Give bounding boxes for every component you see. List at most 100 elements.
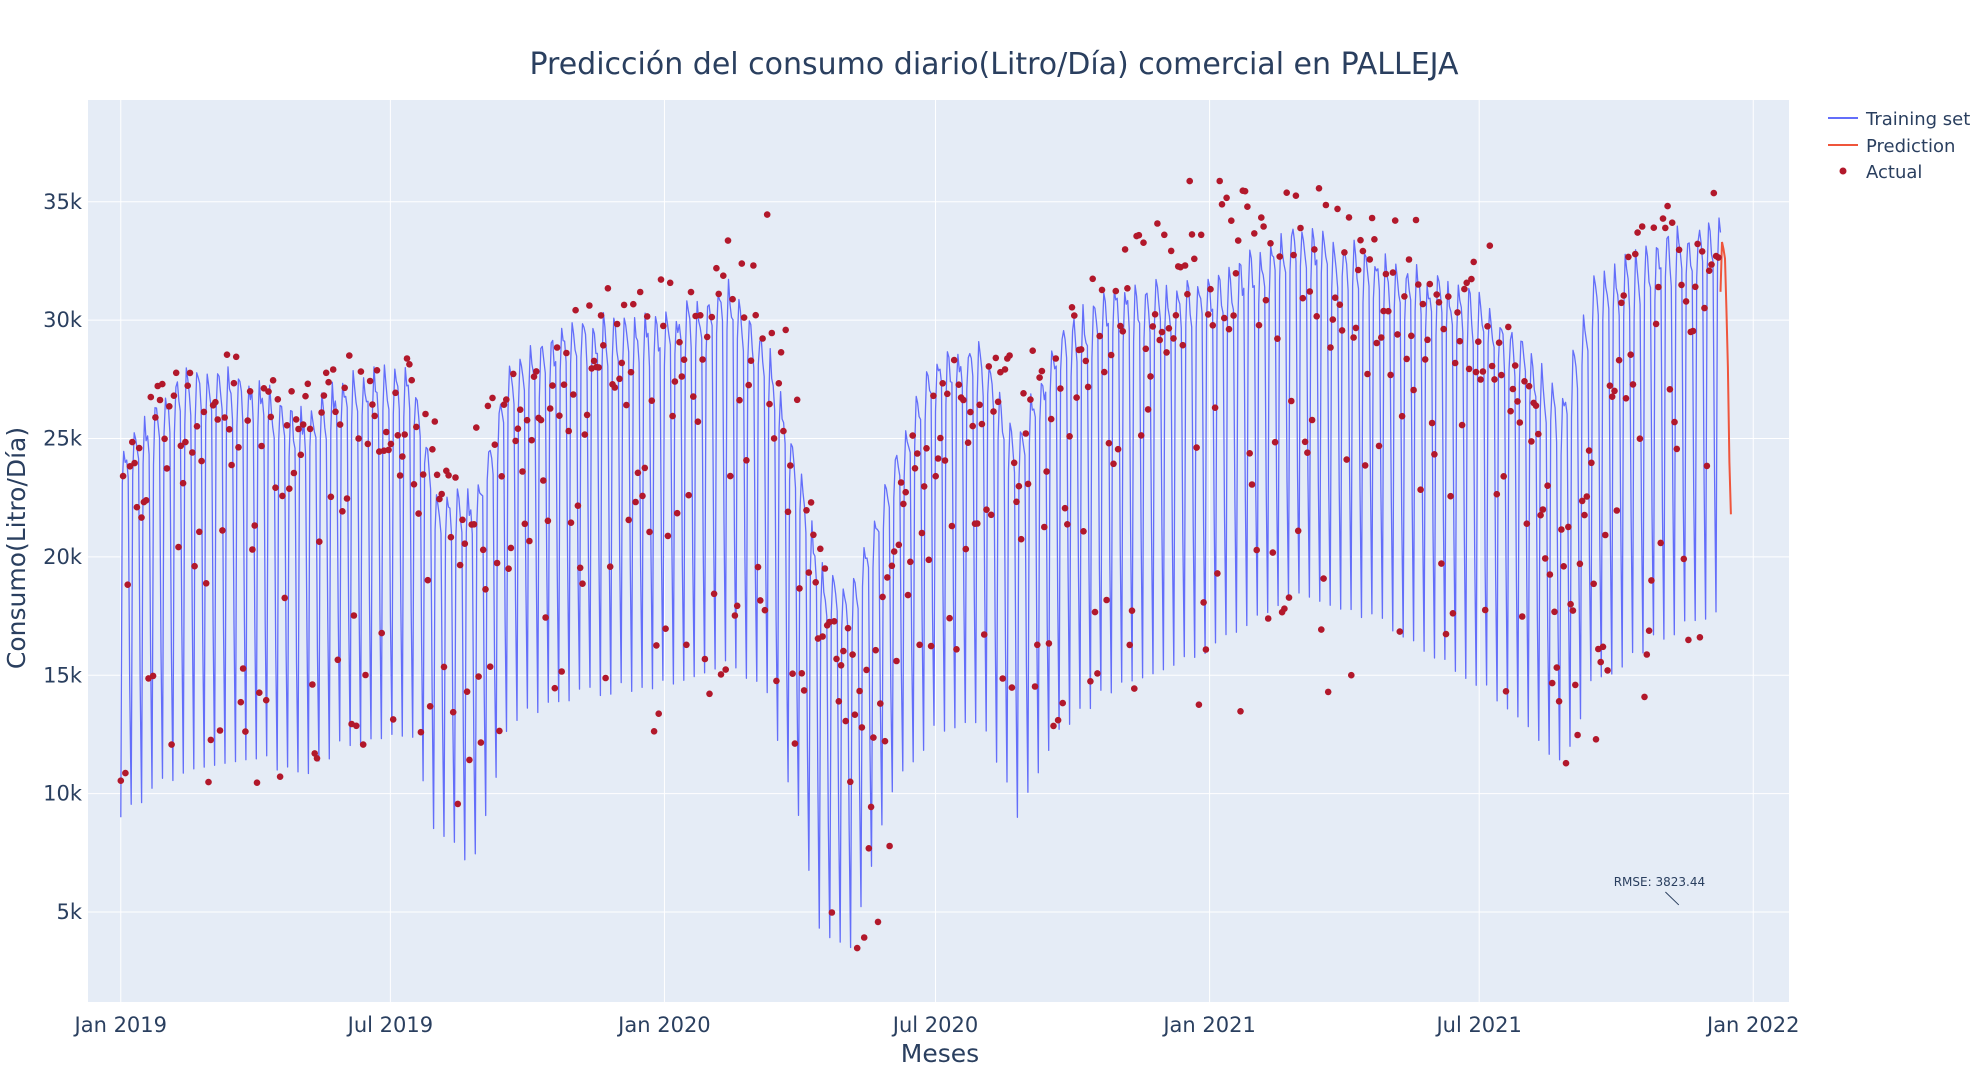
actual-point xyxy=(1255,321,1263,329)
actual-point xyxy=(701,655,709,663)
actual-point xyxy=(237,698,245,706)
actual-point xyxy=(1354,266,1362,274)
actual-point xyxy=(1627,351,1634,359)
actual-point xyxy=(1412,216,1420,224)
actual-point xyxy=(613,320,621,328)
actual-point xyxy=(1274,335,1281,343)
actual-point xyxy=(445,472,452,479)
actual-point xyxy=(881,737,889,745)
actual-point xyxy=(341,384,349,392)
actual-point xyxy=(560,381,568,389)
actual-point xyxy=(1405,256,1413,263)
actual-point xyxy=(1615,356,1623,364)
actual-point xyxy=(463,688,471,695)
actual-point xyxy=(1645,627,1653,634)
actual-point xyxy=(713,264,720,272)
actual-point xyxy=(1094,670,1101,677)
actual-point xyxy=(911,465,919,472)
actual-point xyxy=(994,398,1002,406)
actual-point xyxy=(941,457,949,464)
actual-point xyxy=(595,364,602,371)
actual-point xyxy=(1371,236,1378,243)
actual-point xyxy=(893,657,900,665)
actual-point xyxy=(230,379,238,387)
actual-point xyxy=(1391,217,1399,224)
actual-point xyxy=(1592,736,1600,743)
actual-point xyxy=(673,509,681,517)
actual-point xyxy=(860,934,868,941)
actual-point xyxy=(874,918,882,926)
actual-point xyxy=(385,446,392,454)
actual-point xyxy=(810,531,817,539)
actual-point xyxy=(1701,304,1708,312)
actual-point xyxy=(583,411,591,419)
actual-point xyxy=(249,546,256,553)
actual-point xyxy=(1181,262,1189,269)
legend-label-training[interactable]: Training set xyxy=(1865,109,1970,130)
actual-point xyxy=(1511,362,1519,369)
actual-point xyxy=(1419,300,1427,308)
actual-point xyxy=(766,400,773,408)
actual-point xyxy=(775,380,783,387)
actual-point xyxy=(1514,398,1521,405)
actual-point xyxy=(1567,600,1574,608)
actual-point xyxy=(856,687,863,695)
actual-point xyxy=(482,586,489,593)
actual-point xyxy=(401,431,409,438)
actual-point xyxy=(318,409,325,416)
legend-label-actual[interactable]: Actual xyxy=(1866,162,1922,183)
actual-point xyxy=(1361,462,1369,469)
actual-point xyxy=(1195,701,1203,708)
actual-point xyxy=(600,342,607,349)
actual-point xyxy=(1604,667,1611,674)
actual-point xyxy=(1271,438,1279,446)
actual-point xyxy=(1710,189,1718,197)
actual-point xyxy=(1671,418,1678,426)
actual-point xyxy=(1611,387,1618,395)
actual-point xyxy=(175,543,182,551)
actual-point xyxy=(1666,386,1674,393)
actual-point xyxy=(1202,646,1210,653)
actual-point xyxy=(558,668,565,675)
actual-point xyxy=(196,528,203,536)
actual-point xyxy=(1013,498,1020,506)
actual-point xyxy=(1043,468,1050,475)
actual-point xyxy=(641,464,649,472)
actual-point xyxy=(1415,281,1422,288)
actual-point xyxy=(1373,339,1380,347)
actual-point xyxy=(925,556,933,564)
actual-point xyxy=(290,469,298,477)
actual-point xyxy=(424,576,432,584)
actual-point xyxy=(1638,223,1646,230)
actual-point xyxy=(1348,671,1355,679)
actual-point xyxy=(787,462,794,469)
actual-point xyxy=(590,357,598,365)
actual-point xyxy=(1569,607,1577,614)
actual-point xyxy=(1105,439,1113,447)
actual-point xyxy=(807,499,815,506)
actual-point xyxy=(1154,220,1161,227)
actual-point xyxy=(1179,341,1187,349)
actual-point xyxy=(914,450,921,457)
actual-point xyxy=(1320,575,1327,582)
actual-point xyxy=(1528,438,1535,445)
actual-point xyxy=(1454,309,1461,316)
actual-point xyxy=(1692,283,1699,291)
actual-point xyxy=(1276,253,1283,260)
actual-point xyxy=(1294,527,1302,535)
actual-point xyxy=(777,349,785,356)
actual-point xyxy=(406,361,413,368)
actual-point xyxy=(733,602,741,610)
actual-point xyxy=(800,687,808,694)
actual-point xyxy=(978,420,986,428)
actual-point xyxy=(193,423,201,430)
actual-point xyxy=(149,672,157,680)
actual-point xyxy=(1380,307,1387,315)
actual-point xyxy=(528,436,535,444)
actual-point xyxy=(895,541,903,549)
actual-point xyxy=(1664,202,1671,210)
actual-point xyxy=(523,416,531,424)
legend-swatch-actual[interactable] xyxy=(1839,167,1847,175)
actual-point xyxy=(1071,312,1078,319)
legend-label-prediction[interactable]: Prediction xyxy=(1866,136,1955,157)
